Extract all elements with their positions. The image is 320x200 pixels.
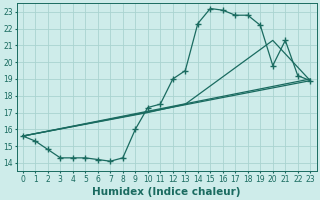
X-axis label: Humidex (Indice chaleur): Humidex (Indice chaleur): [92, 187, 241, 197]
